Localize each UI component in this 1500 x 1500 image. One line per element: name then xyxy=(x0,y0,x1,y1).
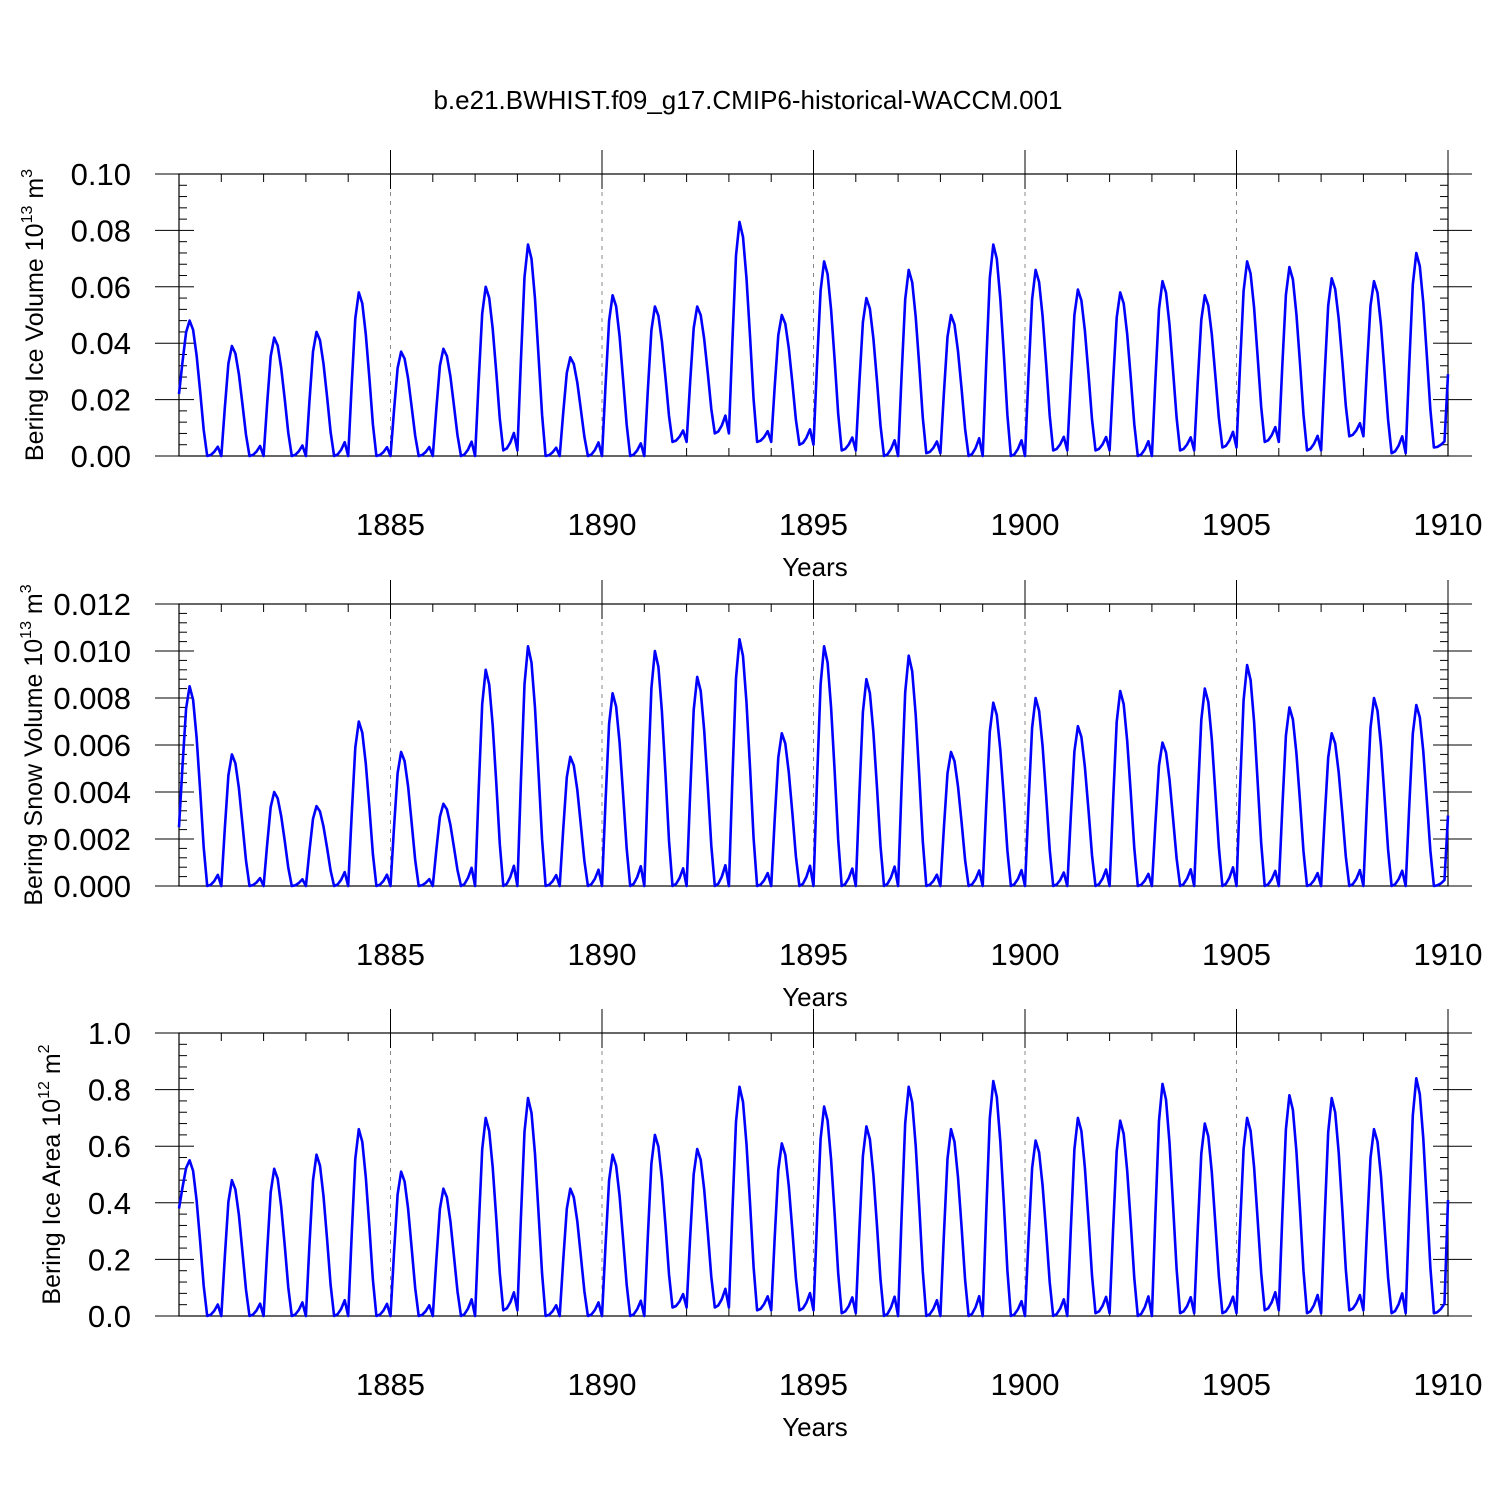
y-tick-label: 1.0 xyxy=(88,1016,131,1051)
x-tick-label: 1905 xyxy=(1202,1367,1271,1402)
x-tick-label: 1900 xyxy=(991,937,1060,972)
y-axis-label: Bering Snow Volume 1013 m3 xyxy=(18,584,48,905)
y-tick-label: 0.000 xyxy=(53,869,131,904)
y-tick-label: 0.06 xyxy=(71,270,131,305)
y-tick-label: 0.00 xyxy=(71,439,131,474)
x-tick-label: 1900 xyxy=(991,1367,1060,1402)
y-tick-label: 0.04 xyxy=(71,326,131,361)
series-line xyxy=(177,1077,1450,1318)
x-axis-label: Years xyxy=(782,982,848,1012)
x-tick-label: 1895 xyxy=(779,937,848,972)
x-axis-label: Years xyxy=(782,1412,848,1442)
x-tick-label: 1895 xyxy=(779,507,848,542)
y-tick-label: 0.004 xyxy=(53,775,131,810)
y-tick-label: 0.006 xyxy=(53,728,131,763)
x-tick-label: 1910 xyxy=(1414,1367,1483,1402)
y-axis-label: Bering Ice Area 1012 m2 xyxy=(36,1044,66,1304)
y-tick-label: 0.0 xyxy=(88,1299,131,1334)
y-tick-label: 0.002 xyxy=(53,822,131,857)
x-axis-label: Years xyxy=(782,552,848,582)
x-tick-label: 1910 xyxy=(1414,937,1483,972)
y-tick-label: 0.6 xyxy=(88,1129,131,1164)
panel-3: 0.0 0.2 0.4 0.6 0.8 1.0 1885 1890 1895 1900 1905 19… xyxy=(36,1009,1482,1442)
y-axis-label: Bering Ice Volume 1013 m3 xyxy=(19,169,49,461)
x-tick-label: 1895 xyxy=(779,1367,848,1402)
x-tick-label: 1885 xyxy=(356,937,425,972)
panel-2: 0.000 0.002 0.004 0.006 0.008 0.010 0.012 1885 1… xyxy=(18,580,1482,1012)
y-tick-label: 0.2 xyxy=(88,1242,131,1277)
x-tick-label: 1900 xyxy=(991,507,1060,542)
x-tick-label: 1890 xyxy=(568,1367,637,1402)
x-tick-label: 1890 xyxy=(568,937,637,972)
y-tick-label: 0.008 xyxy=(53,681,131,716)
figure-title: b.e21.BWHIST.f09_g17.CMIP6-historical-WA… xyxy=(433,85,1062,115)
y-tick-label: 0.010 xyxy=(53,634,131,669)
x-tick-label: 1905 xyxy=(1202,937,1271,972)
y-tick-label: 0.10 xyxy=(71,157,131,192)
plot-frame xyxy=(178,603,1449,887)
y-tick-label: 0.4 xyxy=(88,1186,131,1221)
x-tick-label: 1890 xyxy=(568,507,637,542)
x-tick-label: 1905 xyxy=(1202,507,1271,542)
y-tick-label: 0.02 xyxy=(71,383,131,418)
x-tick-label: 1885 xyxy=(356,507,425,542)
y-tick-label: 0.08 xyxy=(71,213,131,248)
series-line xyxy=(177,220,1450,458)
series-line xyxy=(177,638,1450,888)
y-tick-label: 0.012 xyxy=(53,587,131,622)
plot-frame xyxy=(178,173,1449,457)
y-tick-label: 0.8 xyxy=(88,1073,131,1108)
x-tick-label: 1910 xyxy=(1414,507,1483,542)
plot-frame xyxy=(178,1032,1449,1317)
x-tick-label: 1885 xyxy=(356,1367,425,1402)
panel-1: 0.00 0.02 0.04 0.06 0.08 0.10 1885 1890 1895 1900… xyxy=(19,150,1482,582)
